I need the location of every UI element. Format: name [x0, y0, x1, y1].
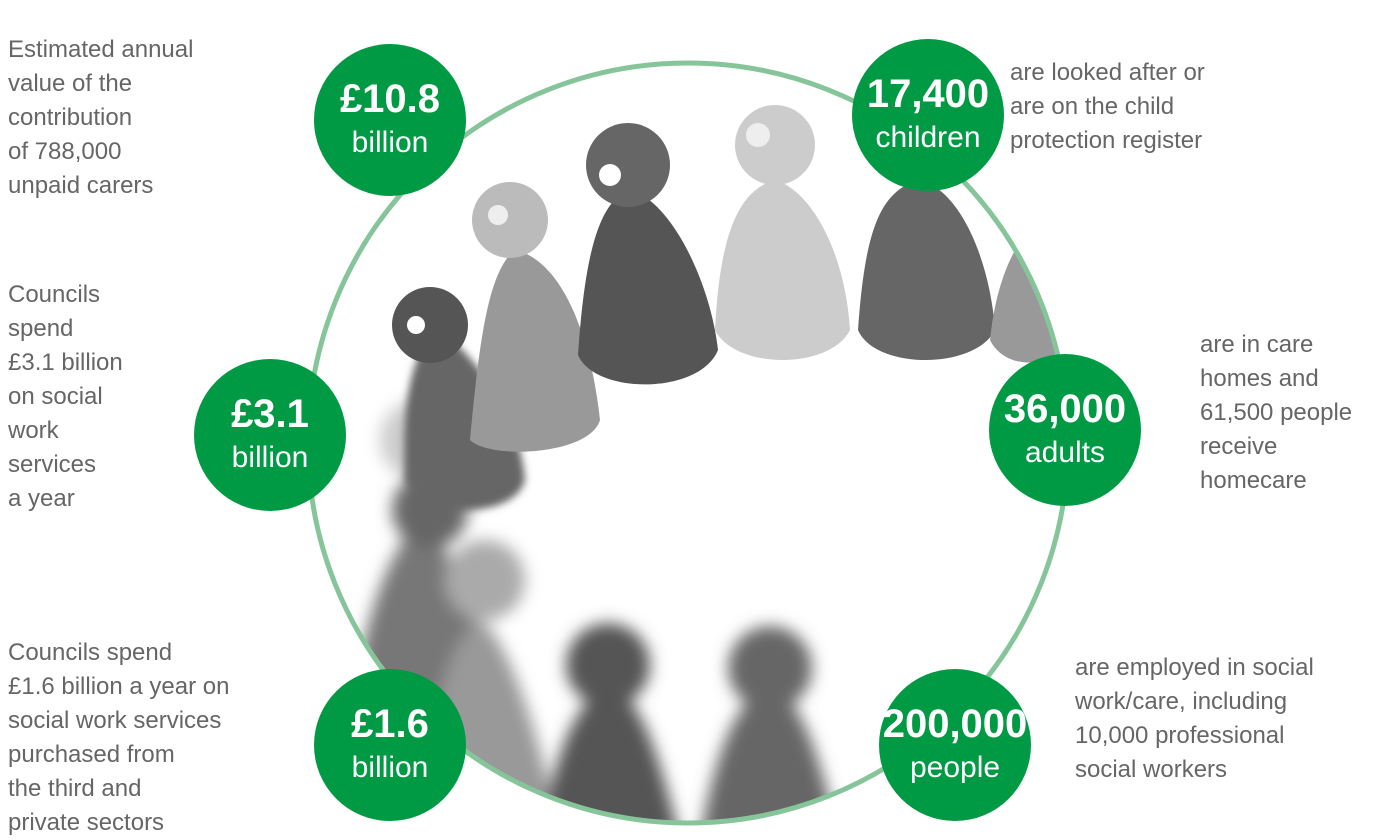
stat-value: 36,000	[1004, 387, 1126, 431]
stat-circle	[852, 39, 1004, 191]
stat-description: are on the child	[1010, 93, 1174, 120]
stat-value: 200,000	[883, 702, 1028, 746]
stat-circle	[314, 44, 466, 196]
stat-description: protection register	[1010, 127, 1202, 154]
stat-unit: children	[875, 121, 980, 154]
stat-description: unpaid carers	[8, 172, 153, 199]
stat-description: of 788,000	[8, 138, 121, 165]
items: £10.8 billion Estimated annual value of the…	[7, 36, 1352, 836]
stat-description: private sectors	[8, 809, 164, 836]
stat-description: homecare	[1200, 467, 1307, 494]
stat-description: homes and	[1200, 365, 1319, 392]
stat-description: 61,500 people	[1200, 399, 1352, 426]
stat-description: receive	[1200, 433, 1277, 460]
stat-description: Councils spend	[8, 639, 172, 666]
stat-value: £1.6	[351, 702, 429, 746]
stat-description: a year	[8, 485, 75, 512]
stat-value: 17,400	[867, 72, 989, 116]
stat-description: Estimated annual	[8, 36, 193, 63]
stat-description: 10,000 professional	[1075, 722, 1284, 749]
stat-description: the third and	[8, 775, 141, 802]
stat-value: £10.8	[340, 77, 440, 121]
stat-description: social work services	[8, 707, 221, 734]
stat-description: contribution	[8, 104, 132, 131]
stat-description: Councils	[8, 281, 100, 308]
stat-description: services	[8, 451, 96, 478]
stat-description: are employed in social	[1075, 654, 1314, 681]
stat-circle	[194, 359, 346, 511]
stat-description: are in care	[1200, 331, 1313, 358]
stat-unit: billion	[352, 751, 429, 784]
stat-description: spend	[8, 315, 73, 342]
stat-value: £3.1	[231, 392, 309, 436]
stat-description: work/care, including	[1074, 688, 1287, 715]
stat-circle	[879, 669, 1031, 821]
stat-description: £1.6 billion a year on	[8, 673, 229, 700]
stat-unit: adults	[1025, 436, 1105, 469]
stat-description: are looked after or	[1010, 59, 1205, 86]
stat-circle	[314, 669, 466, 821]
stat-unit: billion	[232, 441, 309, 474]
stat-circle	[989, 354, 1141, 506]
stat-description: social workers	[1075, 756, 1227, 783]
stat-description: work	[7, 417, 60, 444]
stat-unit: billion	[352, 126, 429, 159]
stat-unit: people	[910, 751, 1000, 784]
stat-description: £3.1 billion	[8, 349, 123, 376]
stat-description: on social	[8, 383, 103, 410]
stat-description: value of the	[8, 70, 132, 97]
stat-description: purchased from	[8, 741, 175, 768]
